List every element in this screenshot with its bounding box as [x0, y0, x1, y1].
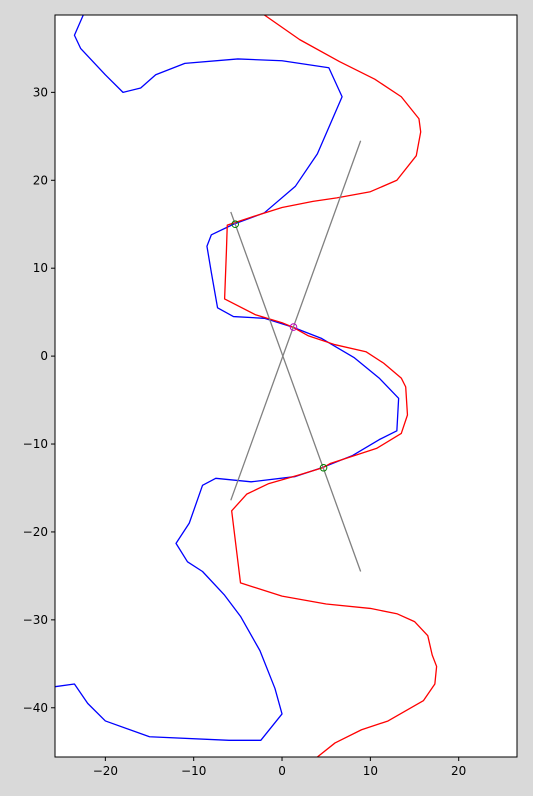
series-line-1: [223, 15, 438, 757]
x-tick-label: 10: [363, 764, 378, 778]
series-line-0: [55, 15, 400, 741]
y-tick-label: 10: [33, 261, 48, 275]
series-line-3: [230, 211, 362, 572]
x-tick-label: 0: [278, 764, 286, 778]
plot-area: [55, 15, 517, 757]
series-layer: [55, 15, 438, 757]
y-tick-label: −40: [23, 701, 48, 715]
series-line-2: [230, 140, 362, 501]
y-tick-label: 30: [33, 85, 48, 99]
plot-frame: [54, 14, 518, 758]
marker-point-2: [319, 463, 328, 472]
y-tick-label: −10: [23, 437, 48, 451]
x-tick-label: −10: [181, 764, 206, 778]
marker-point-1: [289, 323, 298, 331]
x-tick-label: 20: [451, 764, 466, 778]
y-tick-label: −30: [23, 613, 48, 627]
x-axis: −20 −10 0 10 20: [93, 757, 466, 778]
y-axis: −40 −30 −20 −10 0 10 20 30: [23, 85, 55, 715]
y-tick-label: 0: [40, 349, 48, 363]
x-tick-label: −20: [93, 764, 118, 778]
y-tick-label: −20: [23, 525, 48, 539]
y-tick-label: 20: [33, 173, 48, 187]
marker-point-0: [231, 220, 240, 229]
marker-layer: [231, 220, 328, 472]
